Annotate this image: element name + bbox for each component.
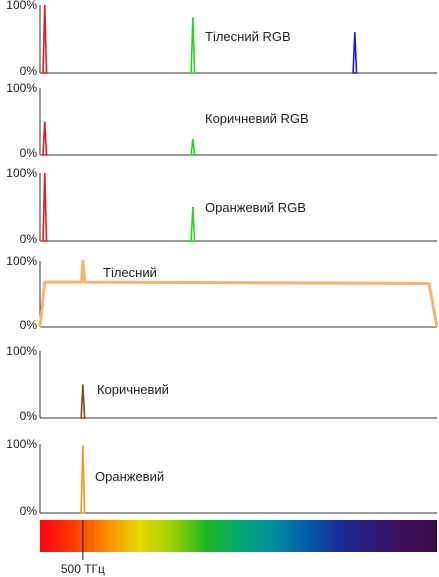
panel-label: Тілесний <box>103 265 157 280</box>
panel-3: 100% 0% Оранжевий RGB <box>6 166 437 246</box>
y-tick-100: 100% <box>6 166 37 180</box>
y-tick-0: 0% <box>20 232 38 246</box>
panel-6: 100% 0% Оранжевий <box>6 437 437 518</box>
panel-2: 100% 0% Коричневий RGB <box>6 81 437 160</box>
panel-label: Коричневий RGB <box>205 111 309 126</box>
spike-red <box>42 4 48 74</box>
panel-label: Оранжевий RGB <box>205 200 306 215</box>
y-tick-0: 0% <box>20 409 38 423</box>
panel-label: Коричневий <box>97 382 169 397</box>
spike-red <box>42 172 48 242</box>
y-tick-100: 100% <box>6 344 37 358</box>
visible-spectrum-bar <box>40 520 437 552</box>
panel-label: Оранжевий <box>95 469 164 484</box>
y-tick-100: 100% <box>6 254 37 268</box>
panel-5: 100% 0% Коричневий <box>6 344 437 423</box>
y-tick-100: 100% <box>6 0 37 12</box>
spike-green <box>190 138 196 156</box>
spectrum-gradient <box>40 520 437 552</box>
y-tick-0: 0% <box>20 318 38 332</box>
panel-4: 100% 0% Тілесний <box>6 254 439 332</box>
y-tick-100: 100% <box>6 81 37 95</box>
frequency-label: 500 ТГц <box>61 562 105 576</box>
y-tick-0: 0% <box>20 146 38 160</box>
panel-1: 100% 0% Тілесний RGB <box>6 0 437 78</box>
spike-green <box>190 206 196 242</box>
spectrum-curve <box>38 259 439 328</box>
spike-green <box>190 17 196 74</box>
spike-brown <box>80 384 86 419</box>
frequency-marker: 500 ТГц <box>61 520 105 576</box>
y-tick-100: 100% <box>6 437 37 451</box>
panel-label: Тілесний RGB <box>205 29 291 44</box>
spike-red <box>42 121 48 156</box>
y-tick-0: 0% <box>20 64 38 78</box>
y-tick-0: 0% <box>20 504 38 518</box>
spike-orange <box>80 445 86 514</box>
spike-blue <box>352 32 358 74</box>
